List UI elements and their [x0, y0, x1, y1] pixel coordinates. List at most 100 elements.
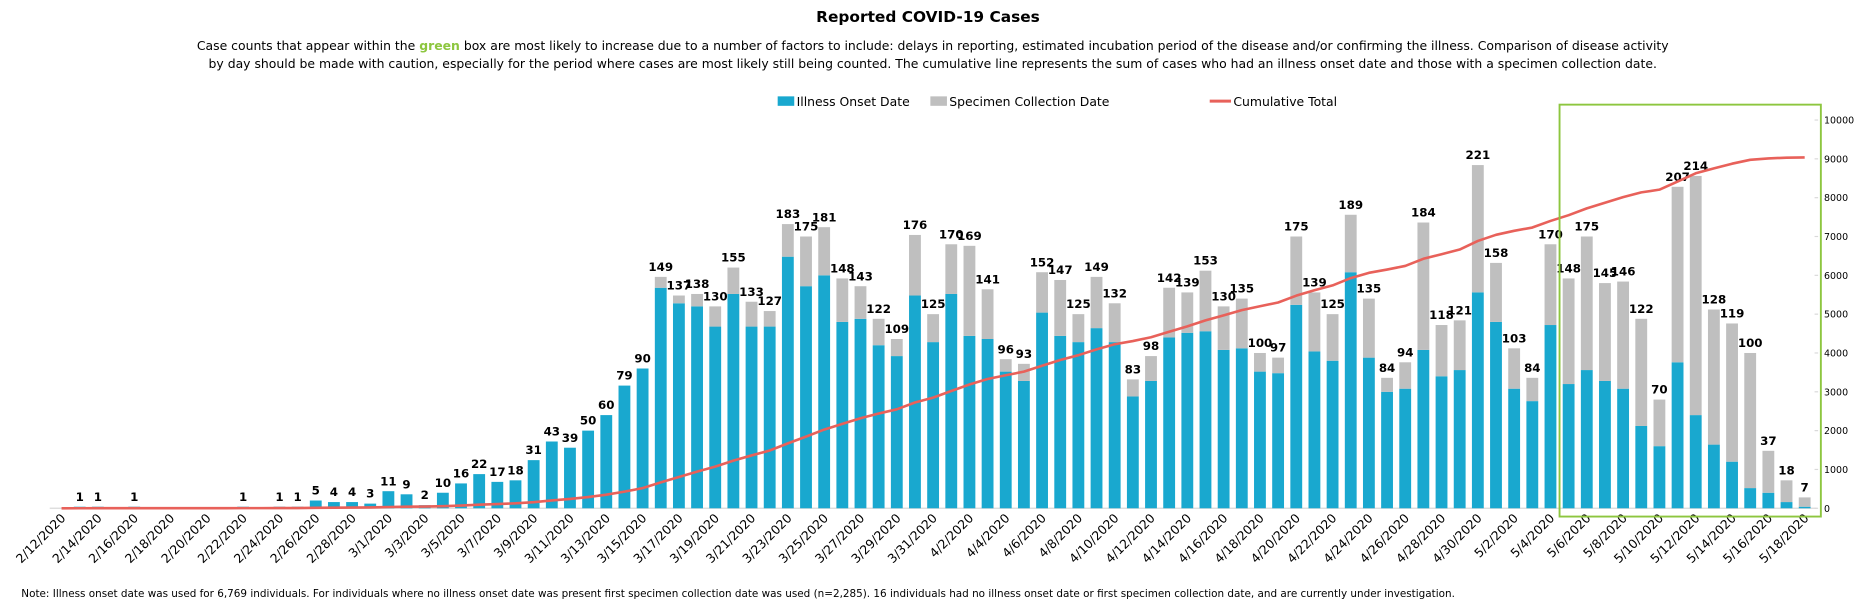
bar-segment: [491, 481, 504, 509]
bar-segment: [1017, 380, 1030, 509]
bar-segment: [872, 345, 885, 509]
bar-segment: [1126, 396, 1139, 509]
y2-tick-label: 1000: [1824, 465, 1848, 476]
bar-segment: [1671, 186, 1684, 363]
bar-segment: [1362, 298, 1375, 358]
total-label: 50: [580, 414, 596, 428]
total-label: 10: [435, 476, 451, 490]
total-label: 175: [794, 220, 819, 234]
total-label: 125: [921, 297, 946, 311]
bar-segment: [600, 415, 613, 509]
bar-segment: [999, 371, 1012, 509]
bar-segment: [1036, 312, 1048, 509]
bar-segment: [872, 318, 885, 346]
total-label: 18: [507, 463, 523, 477]
total-label: 100: [1738, 336, 1763, 350]
bar-segment: [781, 224, 794, 257]
bar-segment: [1707, 309, 1720, 445]
total-label: 7: [1801, 480, 1809, 494]
total-label: 184: [1411, 206, 1436, 220]
bar-segment: [1399, 388, 1412, 509]
total-label: 181: [812, 210, 837, 224]
total-label: 98: [1143, 339, 1159, 353]
chart-title: Reported COVID-19 Cases: [816, 8, 1040, 26]
bar-segment: [400, 494, 413, 509]
bar-segment: [1254, 371, 1266, 509]
bar-segment: [1562, 278, 1575, 385]
bar-segment: [1254, 352, 1266, 372]
total-label: 221: [1465, 148, 1490, 162]
y2-tick-label: 4000: [1824, 349, 1848, 360]
bar-segment: [1490, 321, 1502, 509]
bar-segment: [672, 295, 685, 304]
total-label: 90: [634, 352, 650, 366]
y2-tick-label: 0: [1824, 504, 1830, 515]
total-label: 83: [1125, 362, 1141, 376]
bar-segment: [1381, 377, 1393, 392]
bar-segment: [1272, 373, 1285, 509]
bar-segment: [1435, 325, 1448, 377]
bar-segment: [1108, 303, 1121, 343]
total-label: 94: [1397, 345, 1413, 359]
bar-segment: [963, 245, 976, 336]
bar-segment: [1653, 446, 1666, 509]
bar-segment: [455, 483, 467, 509]
bar-segment: [781, 256, 794, 509]
total-label: 18: [1778, 463, 1794, 477]
total-label: 183: [776, 207, 801, 221]
subtitle-line: Case counts that appear within the green…: [197, 38, 1669, 53]
y2-tick-label: 7000: [1824, 232, 1848, 243]
total-label: 155: [721, 251, 746, 265]
bar-segment: [1744, 488, 1757, 509]
bar-segment: [1599, 380, 1611, 509]
total-label: 125: [1066, 297, 1091, 311]
bar-segment: [1453, 370, 1466, 509]
bar-segment: [890, 339, 903, 357]
bar-segment: [1508, 388, 1521, 509]
bar-segment: [509, 480, 522, 509]
bar-segment: [1617, 281, 1630, 389]
bar-segment: [1399, 362, 1412, 389]
total-label: 60: [598, 398, 614, 412]
y2-tick-label: 5000: [1824, 310, 1848, 321]
bar-segment: [927, 342, 940, 509]
total-label: 5: [312, 484, 320, 498]
total-label: 143: [848, 269, 873, 283]
total-label: 4: [348, 485, 356, 499]
subtitle-text: Case counts that appear within the: [197, 38, 419, 53]
bar-segment: [564, 447, 576, 509]
total-label: 31: [525, 443, 541, 457]
total-label: 141: [975, 272, 1000, 286]
bar-segment: [382, 491, 395, 509]
total-label: 22: [471, 457, 487, 471]
bar-segment: [1580, 236, 1593, 371]
bar-segment: [672, 303, 685, 509]
bar-segment: [618, 385, 631, 509]
bar-segment: [1308, 292, 1321, 352]
bar-segment: [1217, 349, 1230, 509]
total-label: 189: [1338, 198, 1363, 212]
total-label: 16: [453, 467, 469, 481]
total-label: 207: [1665, 170, 1690, 184]
total-label: 169: [957, 229, 982, 243]
bar-segment: [818, 227, 831, 276]
total-label: 84: [1524, 361, 1540, 375]
total-label: 138: [685, 277, 710, 291]
total-label: 122: [1629, 302, 1654, 316]
y2-tick-label: 3000: [1824, 387, 1848, 398]
bar-segment: [1145, 380, 1157, 509]
bar-segment: [963, 335, 976, 509]
bar-segment: [1072, 342, 1085, 509]
bar-segment: [1036, 272, 1048, 313]
bar-segment: [1762, 492, 1775, 509]
bar-segment: [1707, 444, 1720, 509]
bar-segment: [1163, 337, 1176, 509]
total-label: 133: [739, 285, 764, 299]
bar-segment: [1362, 357, 1375, 509]
bar-segment: [1689, 415, 1702, 509]
total-label: 153: [1193, 254, 1218, 268]
bar-segment: [763, 326, 776, 509]
total-label: 135: [1229, 282, 1254, 296]
